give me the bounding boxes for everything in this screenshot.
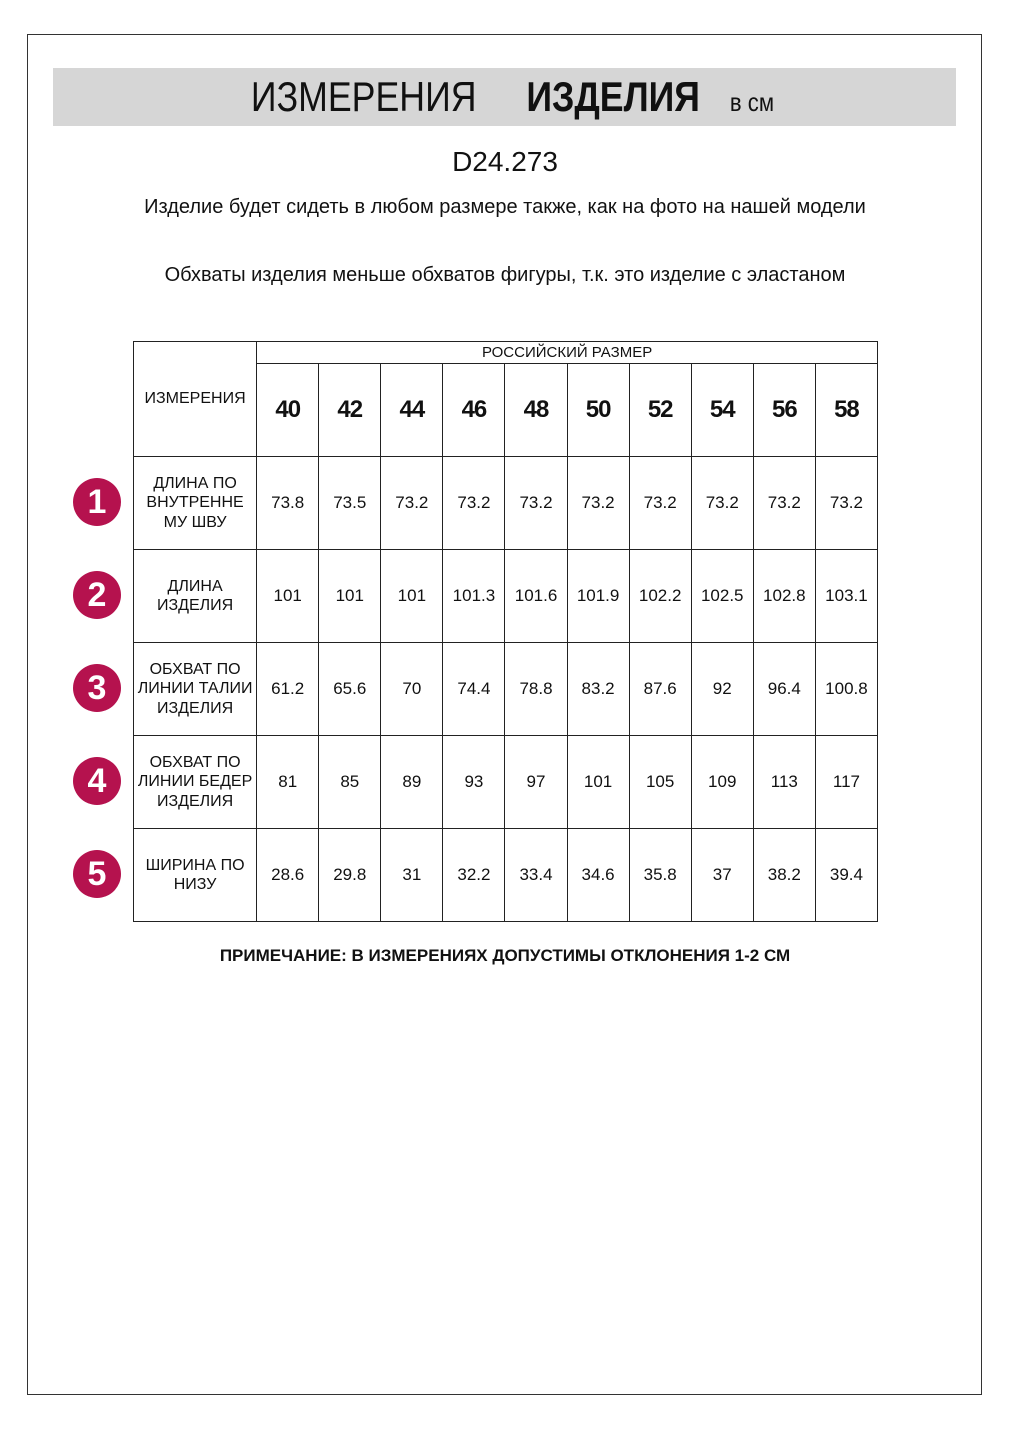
measurement-value: 105 xyxy=(628,735,692,829)
title-banner: ИЗМЕРЕНИЯ ИЗДЕЛИЯ в см xyxy=(53,68,956,126)
row-number-badge: 5 xyxy=(73,850,121,898)
measurement-value: 73.2 xyxy=(690,456,754,550)
measurement-value: 32.2 xyxy=(442,828,506,922)
measurement-value: 29.8 xyxy=(318,828,382,922)
row-number-badge: 2 xyxy=(73,571,121,619)
measurement-value: 78.8 xyxy=(504,642,568,736)
size-header: 40 xyxy=(256,363,320,457)
measurement-value: 61.2 xyxy=(256,642,320,736)
note-fit: Изделие будет сидеть в любом размере так… xyxy=(144,196,866,218)
table-row: ОБХВАТ ПО ЛИНИИ ТАЛИИ ИЗДЕЛИЯ 61.2 65.6 70 7… xyxy=(132,642,879,736)
page-frame xyxy=(27,34,982,1395)
corner-label: ИЗМЕРЕНИЯ xyxy=(132,341,258,457)
size-header: 42 xyxy=(318,363,382,457)
table-row: ШИРИНА ПО НИЗУ 28.6 29.8 31 32.2 33.4 34.6 35.8… xyxy=(132,828,879,922)
measurement-value: 31 xyxy=(380,828,444,922)
measurement-value: 101.9 xyxy=(566,549,630,643)
measurement-value: 102.2 xyxy=(628,549,692,643)
measurement-value: 102.8 xyxy=(752,549,816,643)
note-elastane: Обхваты изделия меньше обхватов фигуры, … xyxy=(164,264,846,286)
measurement-value: 100.8 xyxy=(814,642,879,736)
measurement-value: 101 xyxy=(318,549,382,643)
measurement-value: 38.2 xyxy=(752,828,816,922)
measurement-value: 117 xyxy=(814,735,879,829)
measurement-value: 87.6 xyxy=(628,642,692,736)
measurement-value: 70 xyxy=(380,642,444,736)
measurement-value: 109 xyxy=(690,735,754,829)
product-code: D24.273 xyxy=(452,146,558,177)
size-header: 58 xyxy=(814,363,879,457)
measurement-value: 85 xyxy=(318,735,382,829)
row-number-badge: 1 xyxy=(73,478,121,526)
measurement-value: 97 xyxy=(504,735,568,829)
measurement-value: 33.4 xyxy=(504,828,568,922)
measurement-value: 73.2 xyxy=(380,456,444,550)
measurement-value: 93 xyxy=(442,735,506,829)
measurement-value: 73.8 xyxy=(256,456,320,550)
measurement-value: 92 xyxy=(690,642,754,736)
measurement-value: 39.4 xyxy=(814,828,879,922)
measurement-label: ДЛИНА ПО ВНУТРЕННЕ МУ ШВУ xyxy=(132,456,258,550)
size-table: ИЗМЕРЕНИЯ РОССИЙСКИЙ РАЗМЕР 40 42 44 46 48 50… xyxy=(132,341,879,922)
measurement-value: 73.2 xyxy=(566,456,630,550)
measurement-value: 73.2 xyxy=(628,456,692,550)
size-header: 50 xyxy=(566,363,630,457)
title-regular: ИЗМЕРЕНИЯ xyxy=(251,73,477,120)
measurement-value: 96.4 xyxy=(752,642,816,736)
size-header: 44 xyxy=(380,363,444,457)
measurement-value: 73.2 xyxy=(442,456,506,550)
measurement-value: 34.6 xyxy=(566,828,630,922)
measurement-value: 81 xyxy=(256,735,320,829)
title-bold: ИЗДЕЛИЯ xyxy=(526,73,701,120)
measurement-value: 101 xyxy=(566,735,630,829)
measurement-value: 73.2 xyxy=(814,456,879,550)
size-group-label: РОССИЙСКИЙ РАЗМЕР xyxy=(256,341,878,364)
size-header: 46 xyxy=(442,363,506,457)
footnote: ПРИМЕЧАНИЕ: В ИЗМЕРЕНИЯХ ДОПУСТИМЫ ОТКЛО… xyxy=(219,946,791,965)
measurement-value: 28.6 xyxy=(256,828,320,922)
measurement-label: ОБХВАТ ПО ЛИНИИ ТАЛИИ ИЗДЕЛИЯ xyxy=(132,642,258,736)
measurement-label: ОБХВАТ ПО ЛИНИИ БЕДЕР ИЗДЕЛИЯ xyxy=(132,735,258,829)
measurement-label: ДЛИНА ИЗДЕЛИЯ xyxy=(132,549,258,643)
measurement-value: 73.2 xyxy=(752,456,816,550)
table-row: ДЛИНА ИЗДЕЛИЯ 101 101 101 101.3 101.6 101.9 102… xyxy=(132,549,879,643)
row-number-badge: 4 xyxy=(73,757,121,805)
measurement-value: 101.6 xyxy=(504,549,568,643)
measurement-label: ШИРИНА ПО НИЗУ xyxy=(132,828,258,922)
size-header: 52 xyxy=(628,363,692,457)
table-row: ОБХВАТ ПО ЛИНИИ БЕДЕР ИЗДЕЛИЯ 81 85 89 93 97 1… xyxy=(132,735,879,829)
size-header: 48 xyxy=(504,363,568,457)
measurement-value: 74.4 xyxy=(442,642,506,736)
measurement-value: 89 xyxy=(380,735,444,829)
measurement-value: 35.8 xyxy=(628,828,692,922)
size-header: 56 xyxy=(752,363,816,457)
table-row: ДЛИНА ПО ВНУТРЕННЕ МУ ШВУ 73.8 73.5 73.2 73.… xyxy=(132,456,879,550)
size-header: 54 xyxy=(690,363,754,457)
measurement-value: 101 xyxy=(380,549,444,643)
measurement-value: 101 xyxy=(256,549,320,643)
measurement-value: 103.1 xyxy=(814,549,879,643)
measurement-value: 65.6 xyxy=(318,642,382,736)
measurement-value: 102.5 xyxy=(690,549,754,643)
measurement-value: 83.2 xyxy=(566,642,630,736)
measurement-value: 73.2 xyxy=(504,456,568,550)
measurement-value: 113 xyxy=(752,735,816,829)
title-unit: в см xyxy=(729,87,774,117)
measurement-value: 101.3 xyxy=(442,549,506,643)
row-number-badge: 3 xyxy=(73,664,121,712)
measurement-value: 37 xyxy=(690,828,754,922)
measurement-value: 73.5 xyxy=(318,456,382,550)
